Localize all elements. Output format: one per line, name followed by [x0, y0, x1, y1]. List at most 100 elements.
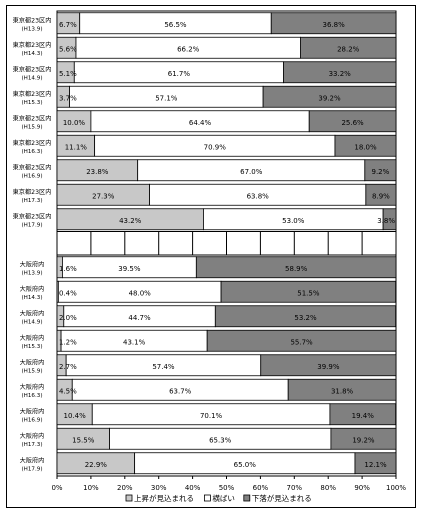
bar-segment	[308, 110, 397, 133]
x-tick-label: 10%	[83, 484, 99, 492]
bar-segment	[287, 378, 397, 401]
bar-segment	[365, 183, 397, 206]
data-label: 9.2%	[372, 168, 390, 176]
data-label: 28.2%	[337, 45, 360, 53]
x-tick-label: 40%	[185, 484, 201, 492]
bar-segment	[354, 452, 397, 475]
category-sublabel: (H15.3)	[21, 344, 42, 350]
data-label: 10.4%	[64, 412, 87, 420]
data-label: 1.6%	[59, 265, 77, 273]
bar-segment	[329, 403, 397, 426]
category-sublabel: (H14.9)	[21, 75, 42, 81]
category-sublabel: (H17.9)	[21, 222, 42, 228]
data-label: 12.1%	[364, 461, 387, 469]
data-label: 51.5%	[297, 289, 320, 297]
data-label: 5.6%	[59, 45, 77, 53]
data-label: 61.7%	[168, 70, 191, 78]
data-label: 56.5%	[164, 21, 187, 29]
category-label: 東京都23区内	[13, 41, 52, 49]
data-label: 10.0%	[63, 119, 86, 127]
data-label: 65.0%	[234, 461, 257, 469]
x-tick-label: 20%	[117, 484, 133, 492]
bar-segment	[220, 280, 397, 303]
data-label: 33.2%	[329, 70, 352, 78]
x-tick-label: 0%	[51, 484, 62, 492]
data-label: 39.9%	[317, 363, 340, 371]
category-sublabel: (H17.3)	[21, 198, 42, 204]
data-label: 53.2%	[294, 314, 317, 322]
category-sublabel: (H16.9)	[21, 417, 42, 423]
bar-segment	[364, 159, 397, 182]
category-label: 東京都23区内	[13, 114, 52, 122]
legend-label: 上昇が見込まれる	[134, 493, 194, 503]
x-tick-label: 100%	[386, 484, 406, 492]
category-sublabel: (H16.3)	[21, 149, 42, 155]
category-label: 大阪府内	[20, 309, 45, 317]
category-label: 大阪府内	[20, 260, 45, 268]
category-label: 東京都23区内	[13, 16, 52, 24]
bar-segment	[330, 427, 397, 450]
data-label: 18.0%	[354, 143, 377, 151]
data-label: 22.9%	[85, 461, 108, 469]
category-sublabel: (H14.3)	[21, 51, 42, 57]
category-label: 東京都23区内	[13, 139, 52, 147]
data-label: 44.7%	[128, 314, 151, 322]
data-label: 48.0%	[129, 289, 152, 297]
data-label: 36.8%	[322, 21, 345, 29]
category-sublabel: (H14.3)	[21, 295, 42, 301]
category-sublabel: (H13.9)	[21, 270, 42, 276]
category-label: 大阪府内	[20, 358, 45, 366]
bar-segment	[262, 85, 397, 108]
x-tick-label: 50%	[219, 484, 235, 492]
category-label: 東京都23区内	[13, 90, 52, 98]
data-label: 57.4%	[152, 363, 175, 371]
data-label: 19.2%	[352, 436, 375, 444]
data-label: 31.8%	[331, 387, 354, 395]
data-label: 53.0%	[282, 217, 305, 225]
legend-swatch	[243, 494, 251, 502]
bar-segment	[334, 134, 397, 157]
category-label: 東京都23区内	[13, 163, 52, 171]
bar-segment	[270, 12, 397, 35]
bar-segment	[300, 36, 397, 59]
category-label: 東京都23区内	[13, 65, 52, 73]
category-sublabel: (H16.3)	[21, 393, 42, 399]
data-label: 39.5%	[118, 265, 141, 273]
category-sublabel: (H15.3)	[21, 100, 42, 106]
category-sublabel: (H17.9)	[21, 466, 42, 472]
data-label: 2.7%	[59, 363, 77, 371]
data-label: 43.2%	[119, 217, 142, 225]
x-tick-label: 30%	[151, 484, 167, 492]
data-label: 43.1%	[123, 338, 146, 346]
data-label: 25.6%	[341, 119, 364, 127]
bar-segment	[382, 208, 397, 231]
data-label: 4.5%	[59, 387, 77, 395]
category-label: 大阪府内	[20, 334, 45, 342]
data-label: 55.7%	[290, 338, 313, 346]
category-label: 大阪府内	[20, 383, 45, 391]
data-label: 3.8%	[377, 217, 395, 225]
category-sublabel: (H15.9)	[21, 124, 42, 130]
data-label: 15.5%	[72, 436, 95, 444]
data-label: 23.8%	[86, 168, 109, 176]
data-label: 63.8%	[247, 192, 270, 200]
category-label: 大阪府内	[20, 285, 45, 293]
category-sublabel: (H15.9)	[21, 368, 42, 374]
x-tick-label: 80%	[320, 484, 336, 492]
legend-swatch	[203, 494, 211, 502]
category-label: 東京都23区内	[13, 212, 52, 220]
data-label: 63.7%	[169, 387, 192, 395]
bar-segment	[206, 329, 397, 352]
x-tick-label: 70%	[287, 484, 303, 492]
data-label: 5.1%	[59, 70, 77, 78]
category-sublabel: (H13.9)	[21, 26, 42, 32]
category-sublabel: (H14.9)	[21, 319, 42, 325]
data-label: 6.7%	[59, 21, 77, 29]
data-label: 8.9%	[372, 192, 390, 200]
data-label: 66.2%	[177, 45, 200, 53]
data-label: 11.1%	[65, 143, 88, 151]
category-sublabel: (H16.9)	[21, 173, 42, 179]
data-label: 57.1%	[155, 94, 178, 102]
data-label: 70.9%	[204, 143, 227, 151]
